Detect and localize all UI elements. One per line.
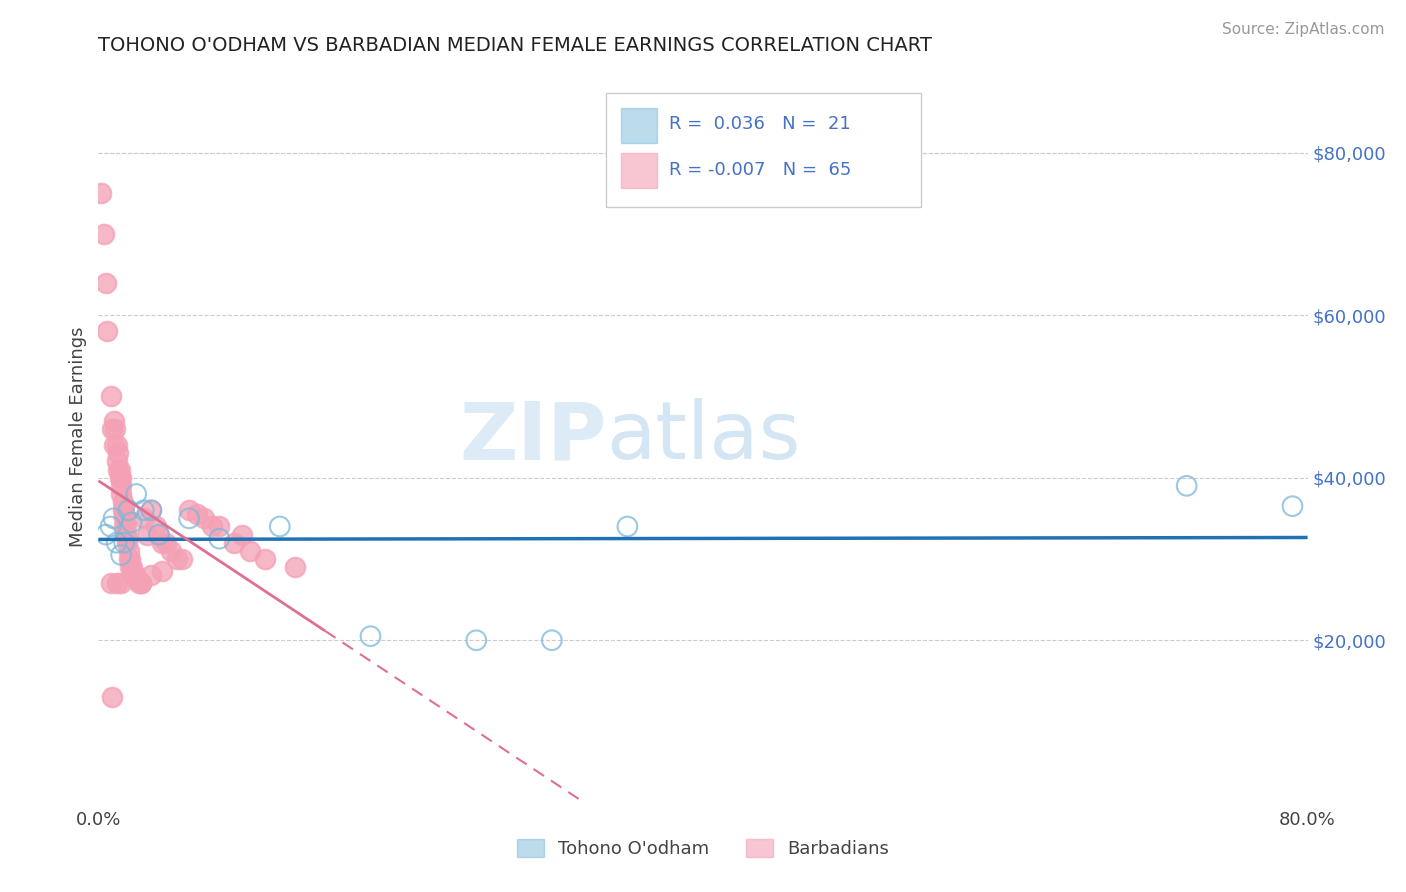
- Point: [110, 471, 132, 485]
- Point: [141, 503, 163, 517]
- Point: [115, 532, 138, 546]
- Point: [616, 519, 638, 533]
- Point: [118, 552, 141, 566]
- Point: [105, 535, 128, 549]
- Point: [110, 548, 132, 562]
- Point: [135, 527, 157, 541]
- Point: [111, 495, 134, 509]
- Point: [108, 462, 131, 476]
- Point: [118, 503, 141, 517]
- Point: [186, 508, 208, 522]
- Point: [1175, 479, 1198, 493]
- Text: ZIP: ZIP: [458, 398, 606, 476]
- Point: [103, 438, 125, 452]
- Point: [112, 508, 135, 522]
- Point: [105, 576, 128, 591]
- Point: [193, 511, 215, 525]
- Point: [141, 503, 163, 517]
- Point: [101, 422, 124, 436]
- Point: [112, 519, 135, 533]
- FancyBboxPatch shape: [606, 94, 921, 207]
- Point: [284, 560, 307, 574]
- Point: [145, 519, 167, 533]
- Point: [201, 519, 224, 533]
- Point: [110, 576, 132, 591]
- Text: R =  0.036   N =  21: R = 0.036 N = 21: [669, 115, 851, 133]
- Point: [129, 576, 152, 591]
- Text: TOHONO O'ODHAM VS BARBADIAN MEDIAN FEMALE EARNINGS CORRELATION CHART: TOHONO O'ODHAM VS BARBADIAN MEDIAN FEMAL…: [98, 36, 932, 54]
- Point: [132, 503, 155, 517]
- Point: [128, 576, 150, 591]
- Point: [120, 560, 142, 574]
- Point: [148, 527, 170, 541]
- Text: atlas: atlas: [606, 398, 800, 476]
- Point: [125, 572, 148, 586]
- Point: [540, 633, 562, 648]
- Point: [105, 438, 128, 452]
- Point: [179, 503, 201, 517]
- Point: [253, 552, 276, 566]
- Point: [107, 446, 129, 460]
- Point: [1281, 499, 1303, 513]
- Point: [360, 629, 382, 643]
- Point: [150, 564, 173, 578]
- Point: [155, 535, 177, 549]
- Point: [160, 544, 183, 558]
- Text: Source: ZipAtlas.com: Source: ZipAtlas.com: [1222, 22, 1385, 37]
- Point: [103, 511, 125, 525]
- Point: [107, 462, 129, 476]
- Point: [115, 535, 138, 549]
- Point: [208, 519, 231, 533]
- Point: [90, 186, 112, 201]
- Point: [118, 544, 141, 558]
- Point: [114, 519, 136, 533]
- Point: [465, 633, 488, 648]
- Point: [121, 560, 143, 574]
- Point: [100, 389, 122, 403]
- Y-axis label: Median Female Earnings: Median Female Earnings: [69, 326, 87, 548]
- Point: [94, 527, 117, 541]
- Point: [122, 568, 145, 582]
- Point: [129, 576, 152, 591]
- Point: [170, 552, 193, 566]
- Point: [105, 454, 128, 468]
- Point: [208, 532, 231, 546]
- Point: [150, 535, 173, 549]
- Point: [125, 487, 148, 501]
- FancyBboxPatch shape: [621, 108, 657, 143]
- Text: R = -0.007   N =  65: R = -0.007 N = 65: [669, 161, 852, 179]
- Point: [132, 511, 155, 525]
- Point: [100, 576, 122, 591]
- Point: [124, 568, 146, 582]
- Point: [112, 511, 135, 525]
- Point: [239, 544, 262, 558]
- Point: [103, 414, 125, 428]
- FancyBboxPatch shape: [621, 153, 657, 188]
- Point: [112, 535, 135, 549]
- Point: [148, 527, 170, 541]
- Point: [179, 511, 201, 525]
- Point: [120, 552, 142, 566]
- Point: [166, 552, 188, 566]
- Point: [100, 519, 122, 533]
- Point: [93, 227, 115, 241]
- Point: [111, 503, 134, 517]
- Point: [104, 422, 127, 436]
- Point: [94, 276, 117, 290]
- Point: [121, 516, 143, 530]
- Point: [110, 487, 132, 501]
- Point: [121, 568, 143, 582]
- Point: [101, 690, 124, 705]
- Point: [114, 527, 136, 541]
- Point: [269, 519, 291, 533]
- Point: [110, 479, 132, 493]
- Point: [224, 535, 246, 549]
- Point: [96, 325, 118, 339]
- Point: [231, 527, 253, 541]
- Point: [141, 568, 163, 582]
- Point: [108, 471, 131, 485]
- Legend: Tohono O'odham, Barbadians: Tohono O'odham, Barbadians: [508, 830, 898, 867]
